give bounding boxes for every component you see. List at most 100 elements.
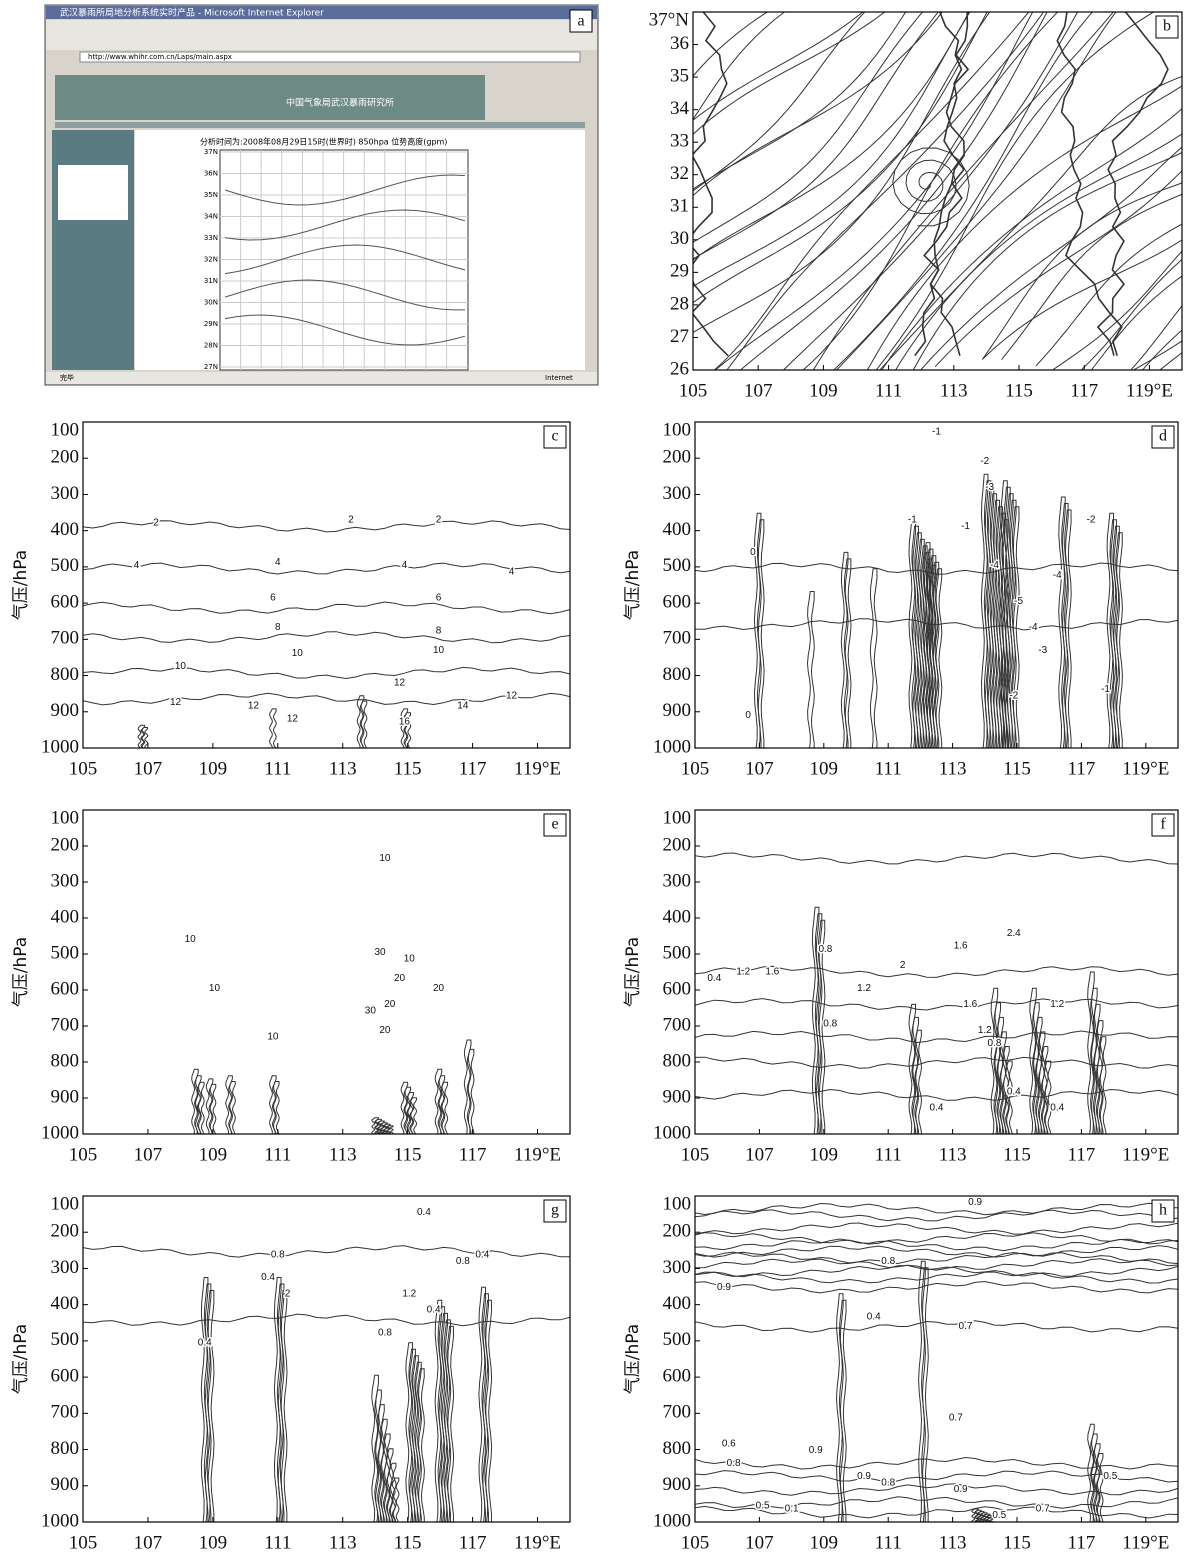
contour-label: 12 bbox=[394, 677, 406, 688]
streamline bbox=[554, 0, 945, 363]
streamline bbox=[1120, 19, 1194, 406]
x-tick-label: 113 bbox=[939, 758, 967, 779]
contour-label: 0.4 bbox=[867, 1311, 881, 1322]
contour-label: 0.9 bbox=[954, 1484, 968, 1495]
y-tick-label: 400 bbox=[51, 1293, 80, 1314]
contour-label: 0.8 bbox=[823, 1018, 837, 1029]
contour-line bbox=[272, 1082, 279, 1138]
x-tick-label: 111 bbox=[875, 1532, 902, 1553]
x-tick-label: 109 bbox=[199, 758, 228, 779]
x-tick-label: 111 bbox=[264, 1532, 291, 1553]
contour-label: -4 bbox=[1053, 570, 1062, 581]
y-tick-label: 900 bbox=[663, 1086, 692, 1107]
contour-line bbox=[83, 1314, 570, 1326]
contour-line bbox=[695, 1484, 1178, 1496]
y-tick-label: 30 bbox=[670, 228, 689, 249]
contour-label: 2 bbox=[285, 1288, 291, 1299]
contour-label: 10 bbox=[209, 983, 221, 994]
x-tick-label: 117 bbox=[1070, 380, 1098, 401]
contour-label: 0.1 bbox=[785, 1504, 799, 1515]
x-tick-label: 119°E bbox=[514, 1144, 561, 1165]
streamline bbox=[909, 74, 1194, 377]
plot-content: 2224444668810101012121212121416 bbox=[83, 514, 570, 751]
x-tick-label: 111 bbox=[264, 758, 291, 779]
streamline bbox=[848, 52, 1194, 406]
map-tick-label: 30N bbox=[204, 299, 218, 307]
y-tick-label: 900 bbox=[51, 1474, 80, 1495]
contour-label: 1.6 bbox=[765, 967, 779, 978]
x-tick-label: 109 bbox=[809, 380, 838, 401]
y-tick-label: 26 bbox=[670, 358, 689, 379]
contour-label: -2 bbox=[1087, 514, 1096, 525]
contour-label: 0 bbox=[745, 710, 751, 721]
x-tick-label: 117 bbox=[1068, 1532, 1096, 1553]
streamline bbox=[982, 65, 1194, 360]
y-tick-label: 400 bbox=[663, 906, 692, 927]
contour-line bbox=[695, 1458, 1178, 1470]
y-tick-label: 900 bbox=[51, 700, 80, 721]
panel-label: b bbox=[1163, 18, 1171, 35]
y-tick-label: 1000 bbox=[653, 1122, 691, 1143]
y-tick-label: 100 bbox=[663, 1193, 692, 1214]
x-tick-label: 115 bbox=[394, 1532, 422, 1553]
contour-label: 6 bbox=[270, 593, 276, 604]
y-tick-label: 33 bbox=[670, 131, 689, 152]
contour-label: 6 bbox=[436, 593, 442, 604]
contour-label: -4 bbox=[1029, 622, 1038, 633]
x-tick-label: 117 bbox=[459, 758, 487, 779]
x-tick-label: 107 bbox=[134, 1144, 163, 1165]
x-tick-label: 119°E bbox=[514, 1532, 561, 1553]
y-tick-label: 29 bbox=[670, 261, 689, 282]
window-title: 武汉暴雨所局地分析系统实时产品 - Microsoft Internet Exp… bbox=[60, 7, 324, 19]
contour-label: -4 bbox=[990, 560, 999, 571]
y-tick-label: 200 bbox=[51, 447, 80, 468]
x-tick-label: 115 bbox=[1005, 380, 1033, 401]
contour-label: 0.9 bbox=[968, 1197, 982, 1208]
contour-label: 0.8 bbox=[378, 1328, 392, 1339]
screenshot: 武汉暴雨所局地分析系统实时产品 - Microsoft Internet Exp… bbox=[45, 5, 598, 385]
x-tick-label: 117 bbox=[1068, 758, 1096, 779]
x-tick-label: 107 bbox=[745, 1144, 774, 1165]
y-tick-label: 400 bbox=[663, 1293, 692, 1314]
contour-line bbox=[83, 667, 570, 678]
y-tick-label: 600 bbox=[663, 978, 692, 999]
x-tick-label: 107 bbox=[134, 758, 163, 779]
y-axis-title: 气压/hPa bbox=[11, 1324, 31, 1394]
y-tick-label: 500 bbox=[51, 555, 80, 576]
x-tick-label: 109 bbox=[199, 1532, 228, 1553]
contour-label: 0.4 bbox=[1007, 1087, 1021, 1098]
streamline bbox=[574, 0, 961, 362]
contour-label: 0.6 bbox=[722, 1438, 736, 1449]
x-tick-label: 119°E bbox=[1122, 758, 1169, 779]
contour-line bbox=[270, 709, 277, 751]
y-tick-label: 800 bbox=[51, 664, 80, 685]
y-tick-label: 28 bbox=[670, 293, 689, 314]
contour-label: 0 bbox=[750, 547, 756, 558]
contour-label: 8 bbox=[436, 625, 442, 636]
contour-label: 0.7 bbox=[959, 1321, 973, 1332]
x-tick-label: 107 bbox=[744, 380, 773, 401]
y-tick-label: 300 bbox=[663, 870, 692, 891]
chart-panel: 1010101030202010202030105107109111113115… bbox=[11, 807, 570, 1165]
y-tick-label: 700 bbox=[663, 1014, 692, 1035]
contour-label: 2 bbox=[348, 514, 354, 525]
contour-line bbox=[83, 632, 570, 643]
contour-label: 0.9 bbox=[857, 1471, 871, 1482]
y-tick-label: 100 bbox=[51, 807, 80, 828]
plot-frame bbox=[695, 422, 1178, 748]
contour-label: 4 bbox=[134, 560, 140, 571]
panel-label: f bbox=[1160, 816, 1166, 833]
y-axis-title: 气压/hPa bbox=[623, 937, 643, 1007]
x-tick-label: 105 bbox=[681, 1532, 710, 1553]
plot-content: 0.40.81.21.61.21.622.41.61.20.80.40.81.2… bbox=[695, 853, 1178, 1137]
x-tick-label: 111 bbox=[875, 758, 902, 779]
map-tick-label: 27N bbox=[204, 363, 218, 371]
streamline bbox=[571, 0, 962, 360]
contour-label: 20 bbox=[394, 973, 406, 984]
contour-line bbox=[229, 1082, 236, 1138]
contour-label: 0.8 bbox=[271, 1249, 285, 1260]
contour-label: 10 bbox=[185, 934, 197, 945]
contour-label: 14 bbox=[457, 700, 469, 711]
contour-label: 0.7 bbox=[949, 1412, 963, 1423]
menu-strip bbox=[55, 122, 585, 128]
